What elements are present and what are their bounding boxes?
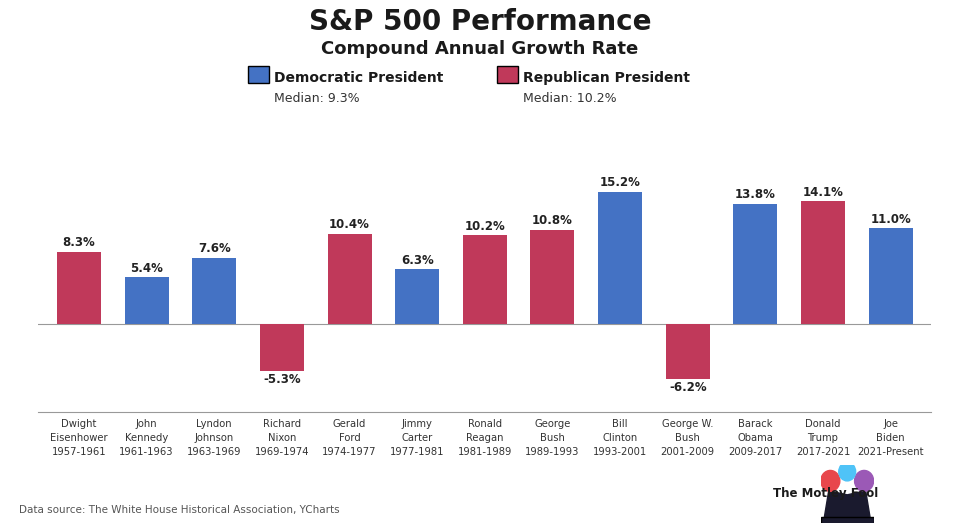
Bar: [327, 233, 372, 324]
Text: -6.2%: -6.2%: [669, 381, 707, 394]
Bar: [125, 277, 169, 324]
Polygon shape: [824, 491, 871, 523]
Text: 8.3%: 8.3%: [62, 237, 95, 249]
Text: 5.4%: 5.4%: [131, 262, 163, 275]
Text: 14.1%: 14.1%: [803, 186, 844, 199]
Text: Compound Annual Growth Rate: Compound Annual Growth Rate: [322, 40, 638, 58]
Text: Median: 9.3%: Median: 9.3%: [274, 92, 359, 106]
Text: The Motley Fool: The Motley Fool: [773, 487, 878, 500]
FancyBboxPatch shape: [821, 517, 874, 524]
Bar: [665, 324, 709, 379]
Text: S&P 500 Performance: S&P 500 Performance: [309, 8, 651, 36]
Circle shape: [839, 463, 855, 481]
Bar: [801, 201, 845, 324]
Bar: [260, 324, 304, 371]
Text: 10.8%: 10.8%: [532, 214, 573, 228]
Bar: [57, 252, 101, 324]
Text: 11.0%: 11.0%: [871, 213, 911, 225]
Text: 7.6%: 7.6%: [198, 242, 230, 256]
Circle shape: [821, 470, 840, 492]
Bar: [733, 204, 778, 324]
Text: 15.2%: 15.2%: [600, 176, 640, 189]
Text: 13.8%: 13.8%: [735, 188, 776, 201]
Bar: [192, 258, 236, 324]
Text: Republican President: Republican President: [523, 71, 690, 86]
Bar: [598, 192, 642, 324]
Bar: [869, 228, 913, 324]
Text: -5.3%: -5.3%: [263, 373, 300, 386]
Circle shape: [854, 470, 874, 492]
Bar: [396, 269, 439, 324]
Text: Median: 10.2%: Median: 10.2%: [523, 92, 617, 106]
Text: Data source: The White House Historical Association, YCharts: Data source: The White House Historical …: [19, 505, 340, 515]
Text: Democratic President: Democratic President: [274, 71, 443, 86]
Bar: [531, 230, 574, 324]
Text: 6.3%: 6.3%: [400, 254, 434, 267]
Text: 10.2%: 10.2%: [465, 220, 505, 233]
Text: 10.4%: 10.4%: [329, 218, 370, 231]
Bar: [463, 235, 507, 324]
